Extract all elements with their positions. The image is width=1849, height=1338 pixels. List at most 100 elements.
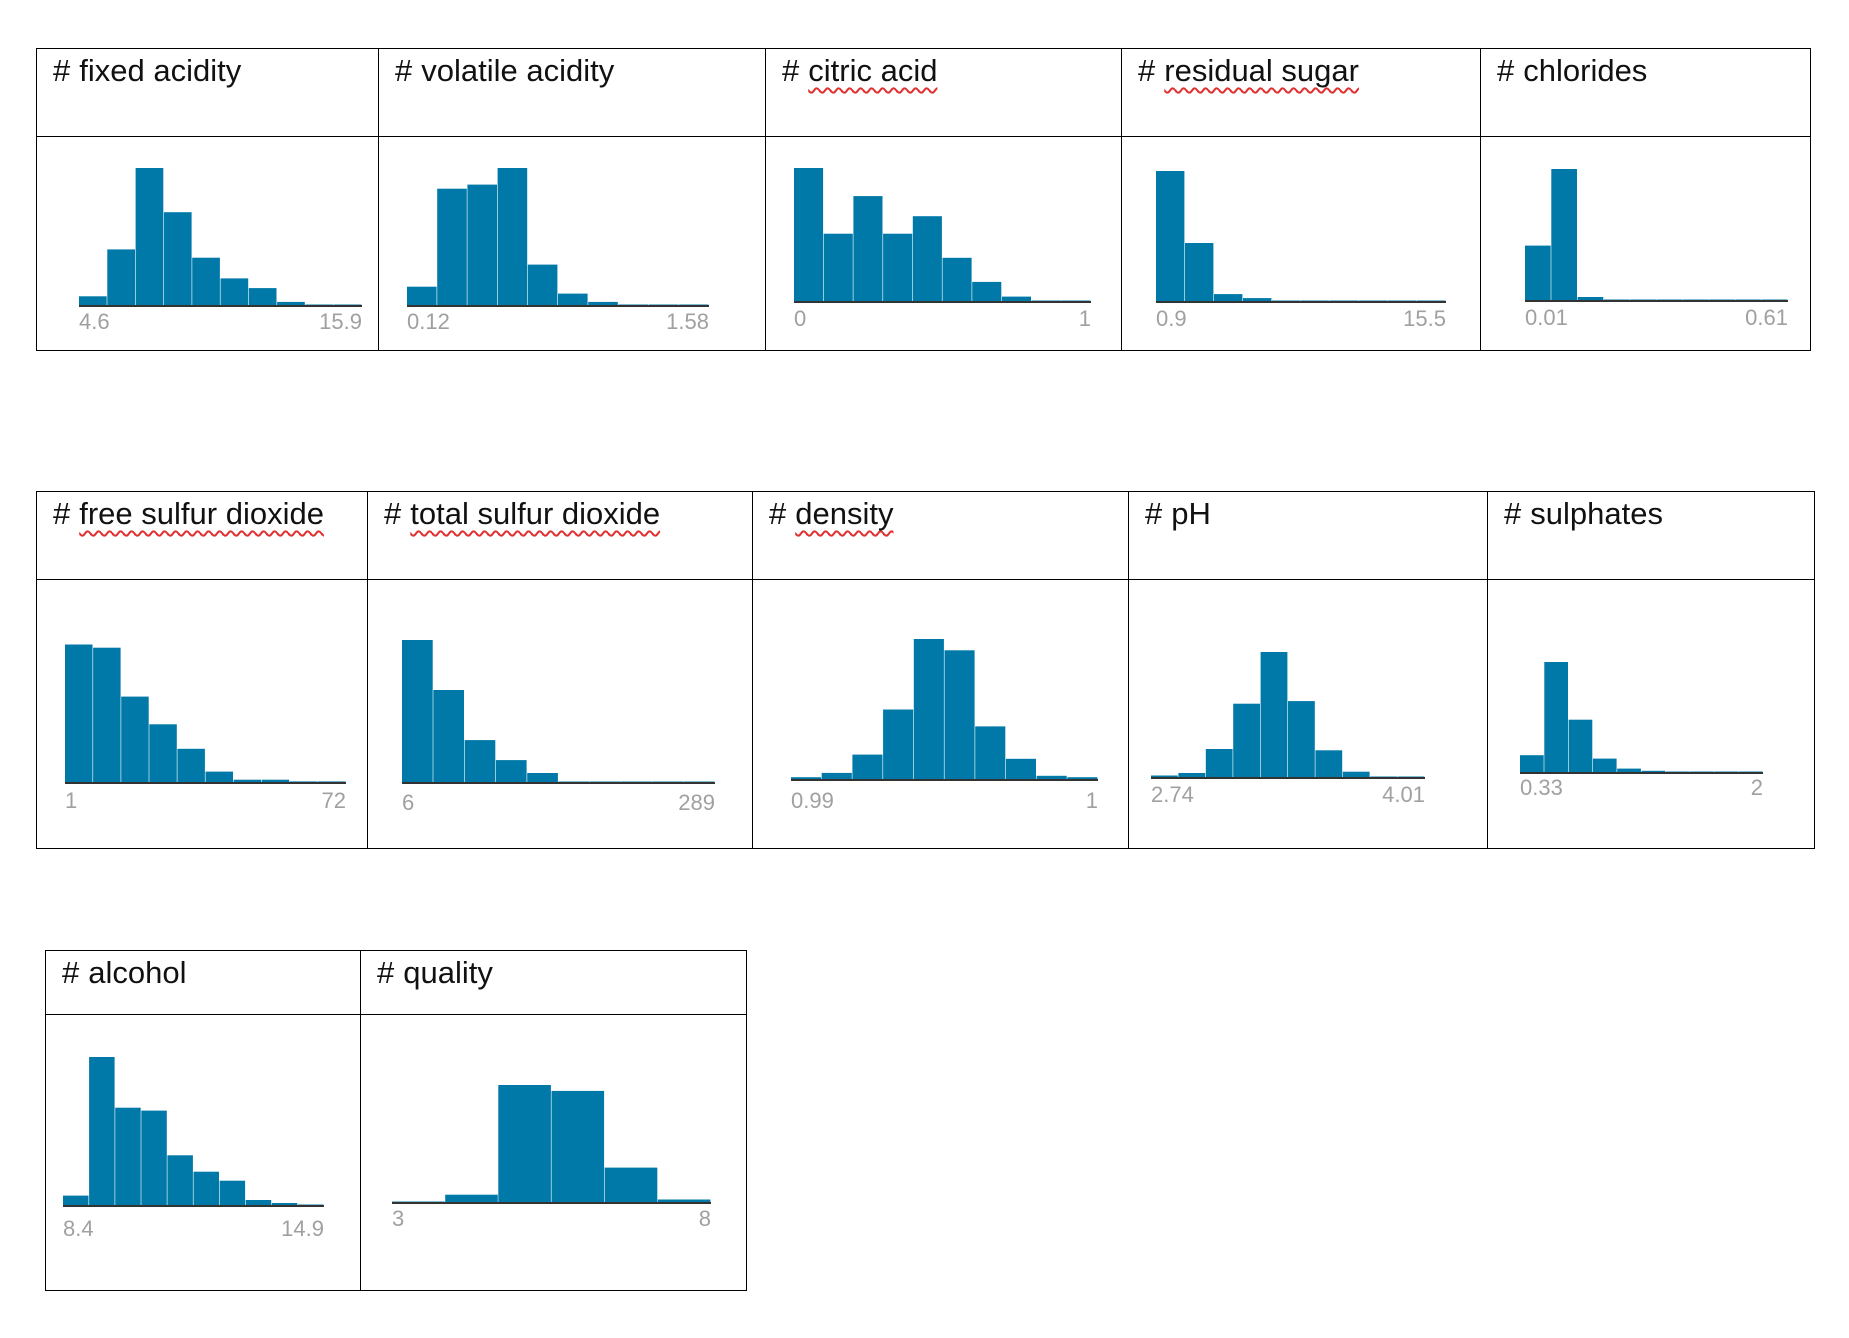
x-max-label: 1 [1086,788,1098,813]
histogram-bar [193,1171,219,1206]
histogram-bar [1592,758,1617,773]
x-max-label: 8 [699,1206,711,1231]
histogram-bar [853,196,883,302]
column-title: total sulfur dioxide [410,496,661,531]
histogram-bar [527,773,558,783]
histogram-bar [1243,298,1272,302]
column-title: citric acid [808,53,938,88]
histogram-bar [1641,770,1666,773]
histogram-bar [942,257,972,302]
column-title: alcohol [88,955,187,990]
histogram-density: 0.99 1 [791,639,1098,813]
histogram-bar [271,1203,298,1206]
x-min-label: 0.99 [791,788,834,813]
x-max-label: 4.01 [1382,782,1425,807]
numeric-type-icon: # [62,955,80,990]
histogram-bar [497,168,528,306]
x-min-label: 0.01 [1525,305,1568,330]
column-title: pH [1171,496,1211,531]
histogram-bar [89,1057,115,1206]
x-max-label: 72 [322,788,346,813]
column-header-residual-sugar: # residual sugar [1121,48,1481,137]
column-header-sulphates: # sulphates [1487,491,1815,580]
histogram-bar [219,1180,246,1206]
numeric-type-icon: # [1497,53,1515,88]
x-max-label: 2 [1751,775,1763,800]
histogram-bar [205,771,233,783]
histogram-bar [167,1155,193,1206]
histogram-bar [121,696,149,783]
histogram-bar [821,772,852,780]
x-min-label: 4.6 [79,309,110,334]
histogram-total-sulfur-dioxide: 6 289 [402,640,715,815]
x-max-label: 1 [1079,306,1091,331]
histogram-free-sulfur-dioxide: 1 72 [65,644,346,813]
histogram-bar [1214,294,1243,302]
histogram-bar [1205,749,1233,778]
numeric-type-icon: # [53,53,71,88]
column-title: density [795,496,894,531]
histogram-bar [1544,662,1568,773]
histogram-bar [657,1199,711,1203]
column-header-citric-acid: # citric acid [765,48,1122,137]
histogram-bar [248,288,277,306]
x-max-label: 14.9 [281,1216,324,1241]
histogram-chlorides: 0.01 0.61 [1525,169,1788,330]
column-title: volatile acidity [421,53,615,88]
numeric-type-icon: # [384,496,402,531]
x-min-label: 6 [402,790,414,815]
histogram-bar [794,168,824,302]
histogram-bar [1525,245,1551,301]
histogram-bar [177,748,205,783]
histogram-bar [115,1107,141,1206]
histogram-alcohol: 8.4 14.9 [63,1057,324,1241]
histogram-bar [437,188,467,306]
histogram-bar [1067,777,1098,780]
histogram-bar [1617,768,1641,773]
histogram-bar [65,644,93,783]
histogram-bar [588,301,618,306]
histogram-cell-residual-sugar: 0.9 15.5 [1121,136,1481,351]
histogram-bar [1342,771,1370,778]
histogram-residual-sugar: 0.9 15.5 [1156,171,1446,331]
x-min-label: 0 [794,306,806,331]
column-title: sulphates [1530,496,1663,531]
histogram-cell-chlorides: 0.01 0.61 [1480,136,1811,351]
histogram-bar [141,1110,167,1206]
column-title: quality [403,955,493,990]
histogram-cell-sulphates: 0.33 2 [1487,579,1815,849]
histogram-bar [883,233,913,302]
x-min-label: 0.12 [407,309,450,334]
column-title: residual sugar [1164,53,1359,88]
summary-table-row1: # fixed acidity # volatile acidity # citric… [36,48,1811,351]
histogram-bar [1288,701,1315,778]
column-header-fixed-acidity: # fixed acidity [36,48,379,137]
histogram-bar [1001,296,1031,302]
histogram-bar [1178,773,1206,778]
histogram-cell-free-sulfur-dioxide: 1 72 [36,579,368,849]
histogram-cell-volatile-acidity: 0.12 1.58 [378,136,766,351]
x-max-label: 0.61 [1745,305,1788,330]
histogram-bar [163,212,192,306]
histogram-bar [402,640,433,783]
x-max-label: 15.5 [1403,306,1446,331]
histogram-bar [823,233,853,302]
column-header-chlorides: # chlorides [1480,48,1811,137]
column-header-quality: # quality [360,950,747,1015]
column-header-density: # density [752,491,1129,580]
histogram-bar [1260,652,1288,778]
histogram-ph: 2.74 4.01 [1151,652,1425,807]
column-header-ph: # pH [1128,491,1488,580]
histogram-bar [467,184,497,306]
column-header-total-sulfur-dioxide: # total sulfur dioxide [367,491,753,580]
histogram-bar [192,257,220,306]
histogram-bar [63,1195,89,1206]
column-header-free-sulfur-dioxide: # free sulfur dioxide [36,491,368,580]
numeric-type-icon: # [782,53,800,88]
numeric-type-icon: # [1504,496,1522,531]
histogram-bar [135,168,164,306]
x-min-label: 3 [392,1206,404,1231]
histogram-bar [495,760,527,783]
